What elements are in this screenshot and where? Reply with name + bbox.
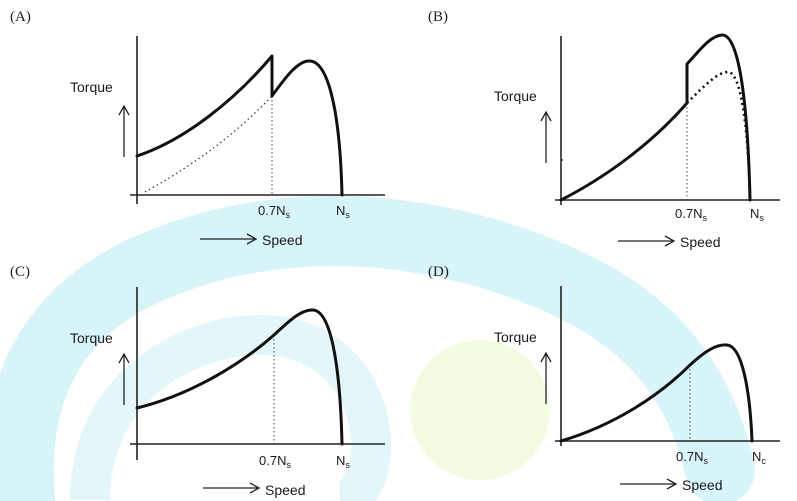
tick-label-07ns: 0.7Ns <box>675 206 707 223</box>
panel-label: (C) <box>10 264 30 280</box>
panel-c: (C) Torque 0.7Ns Ns Speed <box>10 264 385 498</box>
panel-b: (B) Torque 0.7Ns Ns Speed <box>428 9 780 250</box>
y-axis-label: Torque <box>70 79 113 95</box>
tick-label-ns: Ns <box>750 206 764 223</box>
panel-a: (A) Torque 0.7Ns Ns Speed <box>10 9 385 248</box>
tick-label-07ns: 0.7Ns <box>259 453 291 470</box>
y-axis-label: Torque <box>70 330 113 346</box>
right-arrow-icon <box>620 478 678 490</box>
up-arrow-icon <box>118 104 130 157</box>
up-arrow-icon <box>118 352 130 405</box>
panel-label: (A) <box>10 9 31 25</box>
torque-speed-curve <box>559 33 752 202</box>
tick-label-ns: Ns <box>336 453 350 470</box>
x-axis-label: Speed <box>682 477 722 493</box>
torque-speed-curve <box>559 343 754 443</box>
x-axis-label: Speed <box>265 482 305 498</box>
y-axis-label: Torque <box>494 329 537 345</box>
tick-label-ns: Nc <box>752 449 766 466</box>
up-arrow-icon <box>540 110 552 163</box>
panel-label: (D) <box>428 264 449 280</box>
right-arrow-icon <box>618 235 676 247</box>
tick-label-07ns: 0.7Ns <box>676 449 708 466</box>
y-axis-label: Torque <box>494 88 537 104</box>
torque-speed-curve <box>135 54 344 197</box>
x-axis-label: Speed <box>680 234 720 250</box>
x-axis-label: Speed <box>262 232 302 248</box>
dotted-curve <box>686 70 752 201</box>
up-arrow-icon <box>540 351 552 404</box>
tick-label-07ns: 0.7Ns <box>258 203 290 220</box>
watermark <box>0 196 755 501</box>
panel-d: (D) Torque 0.7Ns Nc Speed <box>428 264 780 493</box>
right-arrow-icon <box>203 482 261 494</box>
watermark-swirl <box>0 196 755 501</box>
watermark-swirl-inner <box>70 314 391 501</box>
watermark-dot <box>410 340 550 480</box>
torque-speed-curve <box>135 308 344 446</box>
panel-label: (B) <box>428 9 448 25</box>
right-arrow-icon <box>200 233 258 245</box>
tick-label-ns: Ns <box>336 203 350 220</box>
